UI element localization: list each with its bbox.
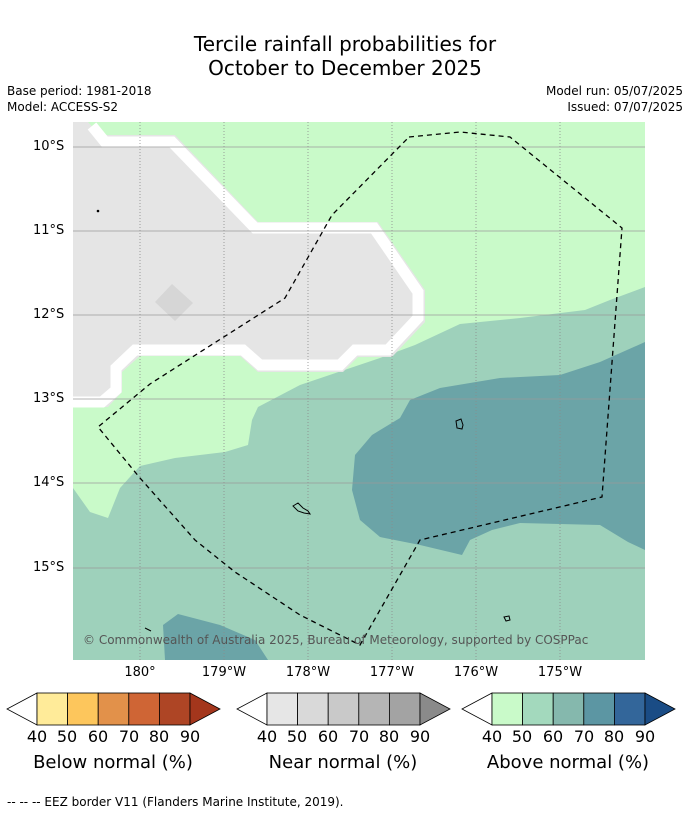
island-tutuila: [455, 418, 464, 430]
lat-label-10s: 10°S: [33, 139, 65, 154]
islands: [96, 209, 511, 632]
cb-below-tick-50: 50: [56, 727, 78, 746]
parallels: [73, 146, 645, 569]
cb-below-label: Below normal (%): [33, 752, 193, 773]
near-normal-region: [73, 122, 425, 407]
above-normal-70-region: [352, 342, 645, 555]
cb-above-tick-80: 80: [603, 727, 625, 746]
lon-label-178w: 178°W: [285, 665, 331, 680]
above-normal-70-patch: [163, 614, 268, 660]
lon-label-179w: 179°W: [201, 665, 247, 680]
cb-near-tick-60: 60: [317, 727, 339, 746]
cb-above-label: Above normal (%): [486, 752, 650, 773]
lat-label-14s: 14°S: [33, 475, 65, 490]
island-dot: [96, 209, 100, 213]
cb-above-tick-60: 60: [542, 727, 564, 746]
lon-label-180: 180°: [124, 665, 156, 680]
lat-label-11s: 11°S: [33, 223, 65, 238]
model-name: Model: ACCESS-S2: [7, 100, 119, 114]
base-period: Base period: 1981-2018: [7, 84, 152, 98]
cb-above-tick-40: 40: [481, 727, 503, 746]
cb-below-tick-40: 40: [26, 727, 48, 746]
cb-above-tick-50: 50: [511, 727, 533, 746]
eez-note: -- -- -- EEZ border V11 (Flanders Marine…: [7, 795, 344, 809]
model-run-date: Model run: 05/07/2025: [545, 84, 683, 98]
cb-near-tick-70: 70: [348, 727, 370, 746]
cb-below-tick-60: 60: [87, 727, 109, 746]
map-title-line2: October to December 2025: [208, 56, 482, 80]
lat-label-15s: 15°S: [33, 560, 65, 575]
cb-below-tick-80: 80: [148, 727, 170, 746]
island-west: [144, 627, 152, 632]
cb-above-tick-90: 90: [634, 727, 656, 746]
cb-above-tick-70: 70: [573, 727, 595, 746]
cb-below-tick-70: 70: [118, 727, 140, 746]
lon-label-177w: 177°W: [369, 665, 415, 680]
issued-date: Issued: 07/07/2025: [567, 100, 683, 114]
cb-near-tick-40: 40: [256, 727, 278, 746]
cb-near-tick-80: 80: [378, 727, 400, 746]
eez-border: [97, 131, 623, 646]
cb-below-tick-90: 90: [179, 727, 201, 746]
cb-near-tick-90: 90: [409, 727, 431, 746]
cb-near-tick-50: 50: [286, 727, 308, 746]
copyright-notice: © Commonwealth of Australia 2025, Bureau…: [83, 633, 589, 647]
lat-label-13s: 13°S: [33, 391, 65, 406]
grey-blob: [155, 284, 193, 321]
lat-label-12s: 12°S: [33, 307, 65, 322]
map-title-line1: Tercile rainfall probabilities for: [193, 32, 497, 56]
cb-near-label: Near normal (%): [268, 752, 418, 773]
lon-label-176w: 176°W: [453, 665, 499, 680]
island-upolu: [292, 502, 312, 515]
island-south: [503, 615, 511, 622]
white-band: [73, 122, 424, 408]
lon-label-175w: 175°W: [537, 665, 583, 680]
